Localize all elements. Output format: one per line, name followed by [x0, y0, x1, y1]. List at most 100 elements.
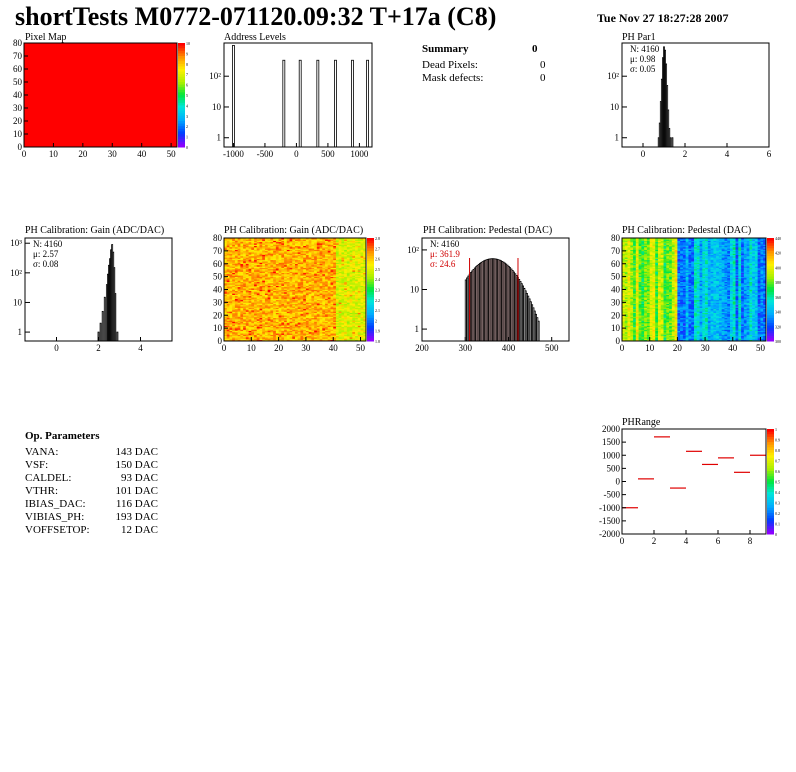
heatmap-cell [267, 245, 271, 248]
heatmap-cell [234, 261, 238, 263]
heatmap-cell [622, 295, 626, 298]
heatmap-cell [333, 241, 337, 244]
heatmap-cell [256, 330, 260, 333]
heatmap-cell [240, 329, 244, 331]
heatmap-cell [237, 289, 241, 292]
heatmap-cell [273, 277, 277, 280]
heatmap-cell [289, 324, 293, 326]
heatmap-cell [300, 338, 304, 341]
heatmap-cell [308, 293, 312, 295]
heatmap-cell [624, 299, 628, 302]
heatmap-cell [278, 306, 282, 308]
heatmap-cell [327, 238, 331, 240]
heatmap-cell [286, 302, 290, 304]
heatmap-cell [286, 337, 290, 339]
heatmap-cell [314, 267, 318, 270]
heatmap-cell [229, 324, 233, 326]
heatmap-cell [319, 275, 323, 277]
heatmap-cell [284, 319, 288, 321]
heatmap-cell [226, 302, 230, 304]
palette-label: 2.7 [375, 246, 380, 251]
heatmap-cell [624, 303, 628, 306]
heatmap-cell [355, 253, 359, 256]
heatmap-cell [300, 292, 304, 294]
heatmap-cell [622, 253, 626, 256]
heatmap-cell [338, 263, 342, 266]
heatmap-cell [363, 262, 367, 265]
heatmap-cell [341, 285, 345, 288]
heatmap-cell [251, 306, 255, 308]
heatmap-cell [248, 310, 252, 312]
heatmap-cell [292, 241, 296, 244]
heatmap-cell [355, 256, 359, 258]
heatmap-cell [357, 249, 361, 252]
heatmap-cell [281, 316, 285, 319]
heatmap-cell [627, 310, 631, 312]
heatmap-cell [363, 265, 367, 267]
heatmap-cell [224, 254, 228, 257]
heatmap-cell [292, 331, 296, 334]
heatmap-cell [234, 326, 238, 329]
heatmap-cell [232, 299, 236, 302]
heatmap-cell [352, 308, 356, 311]
heatmap-cell [278, 256, 282, 258]
heatmap-cell [622, 259, 626, 262]
heatmap-cell [305, 250, 309, 253]
heatmap-cell [344, 239, 348, 241]
heatmap-cell [295, 294, 299, 297]
heatmap-cell [314, 263, 318, 266]
heatmap-cell [286, 281, 290, 284]
heatmap-cell [289, 325, 293, 328]
heatmap-cell [349, 324, 353, 326]
heatmap-cell [319, 330, 323, 333]
heatmap-cell [300, 317, 304, 320]
heatmap-cell [229, 329, 233, 331]
heatmap-cell [311, 312, 315, 315]
heatmap-cell [256, 274, 260, 276]
heatmap-cell [622, 280, 626, 283]
heatmap-cell [316, 252, 320, 254]
heatmap-cell [256, 240, 260, 243]
heatmap-cell [259, 312, 263, 315]
heatmap-cell [316, 239, 320, 241]
heatmap-cell [243, 263, 247, 266]
heatmap-cell [232, 322, 236, 325]
heatmap-cell [248, 304, 252, 307]
heatmap-cell [262, 279, 266, 281]
op-parameters-panel: Op. Parameters VANA: 143 DAC VSF: 150 DA… [25, 430, 175, 545]
heatmap-cell [360, 268, 364, 271]
heatmap-cell [325, 271, 329, 274]
heatmap-cell [300, 303, 304, 306]
heatmap-cell [286, 238, 290, 240]
heatmap-cell [281, 324, 285, 326]
heatmap-cell [622, 254, 626, 257]
heatmap-cell [349, 259, 353, 262]
heatmap-cell [248, 326, 252, 329]
heatmap-cell [292, 319, 296, 321]
heatmap-cell [289, 270, 293, 272]
heatmap-cell [346, 261, 350, 263]
heatmap-cell [295, 312, 299, 315]
heatmap-cell [333, 253, 337, 256]
heatmap-cell [338, 247, 342, 249]
heatmap-cell [319, 316, 323, 319]
heatmap-cell [286, 252, 290, 254]
heatmap-cell [352, 262, 356, 265]
heatmap-cell [352, 238, 356, 240]
heatmap-cell [330, 297, 334, 299]
heatmap-cell [240, 289, 244, 292]
heatmap-cell [319, 297, 323, 299]
heatmap-cell [335, 262, 339, 265]
heatmap-cell [352, 259, 356, 262]
heatmap-cell [243, 322, 247, 325]
heatmap-cell [341, 247, 345, 249]
heatmap-cell [289, 301, 293, 303]
heatmap-cell [355, 337, 359, 339]
heatmap-cell [254, 310, 258, 312]
heatmap-cell [341, 240, 345, 243]
heatmap-cell [327, 281, 331, 284]
heatmap-cell [289, 262, 293, 265]
heatmap-cell [267, 288, 271, 290]
heatmap-cell [273, 333, 277, 335]
heatmap-cell [273, 302, 277, 304]
